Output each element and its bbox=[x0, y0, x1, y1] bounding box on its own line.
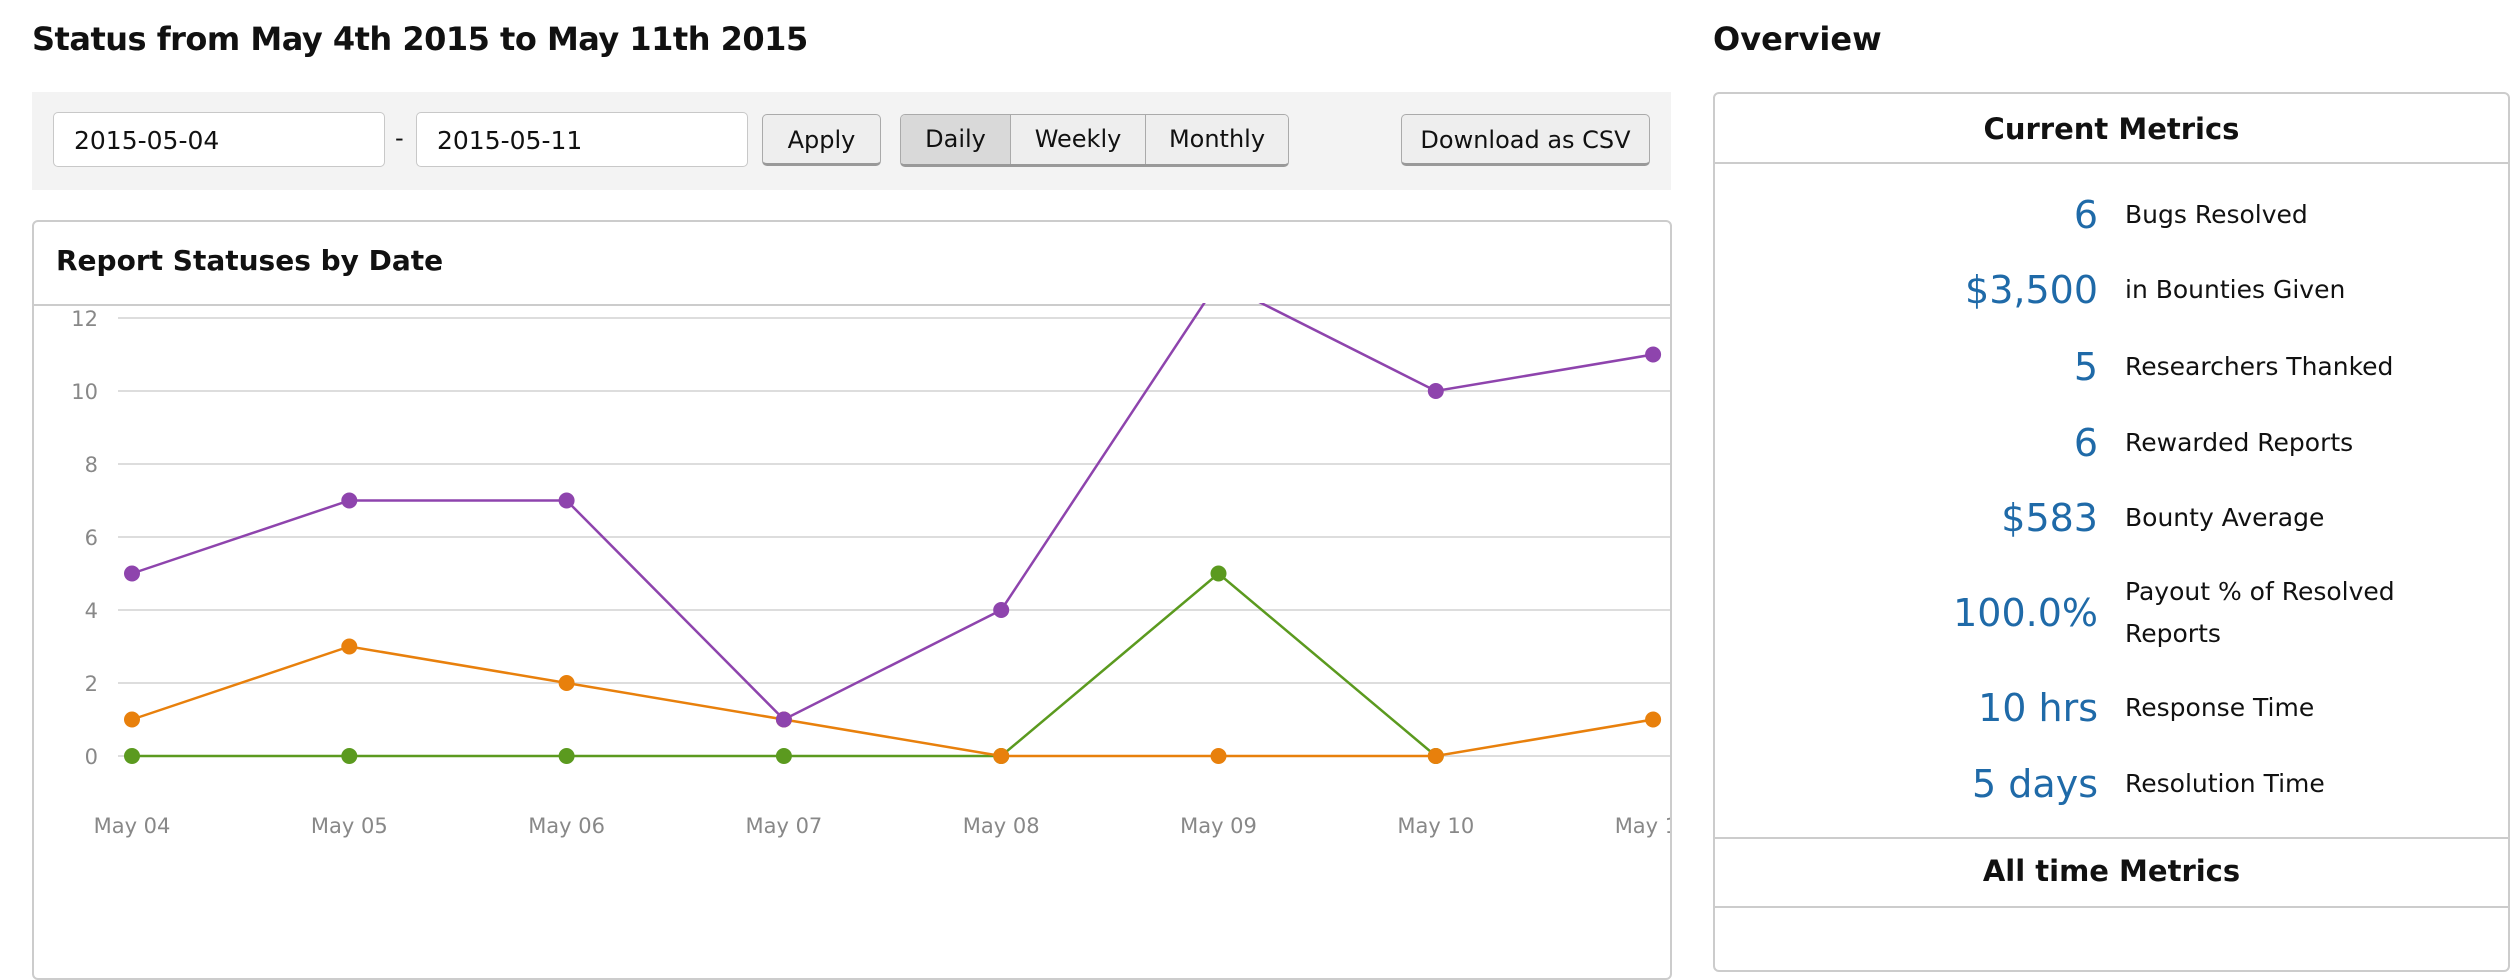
series-line-purple bbox=[131, 303, 1654, 722]
metric-value: 5 bbox=[2073, 345, 2098, 389]
data-point-green bbox=[558, 748, 575, 764]
data-point-purple bbox=[993, 602, 1010, 618]
data-point-orange bbox=[558, 675, 575, 691]
x-tick-label: May 07 bbox=[745, 814, 822, 838]
metric-label: Bounty Average bbox=[2125, 503, 2325, 532]
data-point-purple bbox=[124, 565, 140, 582]
start-date-input[interactable]: 2015-05-04 bbox=[53, 112, 385, 167]
data-point-orange bbox=[124, 711, 140, 728]
metric-value: 5 days bbox=[1972, 762, 2098, 806]
data-point-orange bbox=[993, 748, 1010, 764]
metric-label: Researchers Thanked bbox=[2125, 352, 2394, 381]
period-daily-button[interactable]: Daily bbox=[901, 115, 1011, 164]
divider bbox=[1715, 906, 2508, 908]
filter-bar: 2015-05-04 - 2015-05-11 Apply Daily Week… bbox=[32, 92, 1671, 190]
x-tick-label: May 11 bbox=[1615, 814, 1672, 838]
metric-value: 6 bbox=[2073, 193, 2098, 237]
overview-panel: Current Metrics 6 Bugs Resolved $3,500 in B… bbox=[1713, 92, 2510, 972]
x-tick-label: May 05 bbox=[311, 814, 388, 838]
data-point-orange bbox=[1210, 748, 1227, 764]
metric-value: 10 hrs bbox=[1978, 686, 2098, 730]
date-separator: - bbox=[395, 124, 404, 152]
divider bbox=[1715, 162, 2508, 164]
x-tick-label: May 10 bbox=[1397, 814, 1474, 838]
period-toggle: Daily Weekly Monthly bbox=[900, 114, 1289, 167]
metric-label: Rewarded Reports bbox=[2125, 428, 2354, 457]
data-point-purple bbox=[341, 492, 358, 509]
divider bbox=[1715, 837, 2508, 839]
metric-value: $583 bbox=[2001, 496, 2098, 540]
page-title: Status from May 4th 2015 to May 11th 201… bbox=[32, 20, 808, 58]
x-tick-label: May 08 bbox=[963, 814, 1040, 838]
metric-value: $3,500 bbox=[1965, 268, 2098, 312]
y-tick-label: 12 bbox=[71, 307, 98, 331]
y-tick-label: 0 bbox=[85, 745, 98, 769]
data-point-green bbox=[1210, 565, 1227, 582]
chart-header: Report Statuses by Date bbox=[34, 222, 1670, 306]
data-point-green bbox=[341, 748, 358, 764]
metric-value: 100.0% bbox=[1953, 591, 2098, 635]
metric-label: Bugs Resolved bbox=[2125, 200, 2308, 229]
download-csv-button[interactable]: Download as CSV bbox=[1401, 114, 1650, 166]
chart-panel: Report Statuses by Date 02468101214May 0… bbox=[32, 220, 1672, 980]
alltime-metrics-title: All time Metrics bbox=[1982, 854, 2241, 888]
chart-title: Report Statuses by Date bbox=[56, 244, 444, 277]
data-point-purple bbox=[1427, 383, 1444, 399]
y-tick-label: 2 bbox=[85, 672, 98, 696]
y-tick-label: 8 bbox=[85, 453, 98, 477]
data-point-orange bbox=[1645, 711, 1662, 728]
metric-label: Response Time bbox=[2125, 693, 2315, 722]
series-line-green bbox=[132, 571, 1437, 758]
end-date-input[interactable]: 2015-05-11 bbox=[416, 112, 748, 167]
data-point-purple bbox=[558, 492, 575, 509]
data-point-purple bbox=[775, 711, 792, 728]
data-point-green bbox=[775, 748, 792, 764]
data-point-orange bbox=[1427, 748, 1444, 764]
metric-label: Resolution Time bbox=[2125, 769, 2325, 798]
current-metrics-title: Current Metrics bbox=[1983, 112, 2240, 146]
y-tick-label: 4 bbox=[85, 599, 98, 623]
metric-value: 6 bbox=[2073, 421, 2098, 465]
overview-title: Overview bbox=[1713, 20, 1882, 58]
data-point-purple bbox=[1645, 346, 1662, 363]
period-weekly-button[interactable]: Weekly bbox=[1011, 115, 1146, 164]
data-point-orange bbox=[341, 638, 358, 655]
series-line-orange bbox=[131, 645, 1654, 758]
data-point-green bbox=[124, 748, 140, 764]
y-tick-label: 10 bbox=[71, 380, 98, 404]
x-tick-label: May 09 bbox=[1180, 814, 1257, 838]
y-tick-label: 6 bbox=[85, 526, 98, 550]
x-tick-label: May 04 bbox=[94, 814, 171, 838]
metric-label: in Bounties Given bbox=[2125, 275, 2346, 304]
period-monthly-button[interactable]: Monthly bbox=[1146, 115, 1288, 164]
metric-label: Payout % of Resolved Reports bbox=[2125, 577, 2395, 648]
x-tick-label: May 06 bbox=[528, 814, 605, 838]
apply-button[interactable]: Apply bbox=[762, 114, 881, 166]
